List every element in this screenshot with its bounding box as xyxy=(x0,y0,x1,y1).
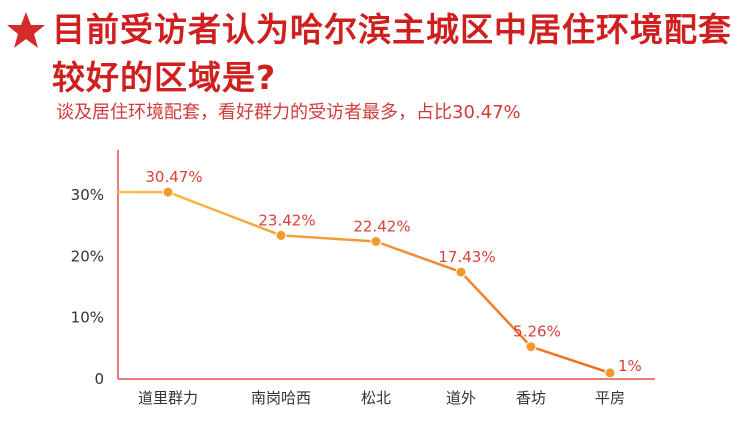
data-point xyxy=(275,229,287,241)
x-tick-label: 平房 xyxy=(595,389,625,407)
y-tick-label: 30% xyxy=(71,186,104,204)
data-label: 22.42% xyxy=(353,217,410,235)
data-point xyxy=(455,266,467,278)
data-point xyxy=(604,367,616,379)
data-point xyxy=(525,341,537,353)
data-label: 30.47% xyxy=(145,168,202,186)
data-label: 23.42% xyxy=(258,211,315,229)
x-tick-label: 道外 xyxy=(446,389,476,407)
x-tick-label: 松北 xyxy=(361,389,391,407)
data-label: 1% xyxy=(618,357,642,375)
star-icon xyxy=(7,12,45,48)
x-tick-label: 南岗哈西 xyxy=(251,389,311,407)
page-title: 目前受访者认为哈尔滨主城区中居住环境配套较好的区域是? xyxy=(52,10,732,97)
data-label: 17.43% xyxy=(438,248,495,266)
data-point xyxy=(162,186,174,198)
y-tick-label: 20% xyxy=(71,247,104,265)
data-point xyxy=(370,236,382,247)
y-tick-label: 0 xyxy=(94,370,104,388)
x-tick-label: 香坊 xyxy=(516,389,546,407)
x-tick-label: 道里群力 xyxy=(138,389,198,407)
page-subtitle: 谈及居住环境配套，看好群力的受访者最多，占比30.47% xyxy=(56,102,521,123)
data-label: 5.26% xyxy=(513,323,561,341)
y-tick-label: 10% xyxy=(71,309,104,327)
